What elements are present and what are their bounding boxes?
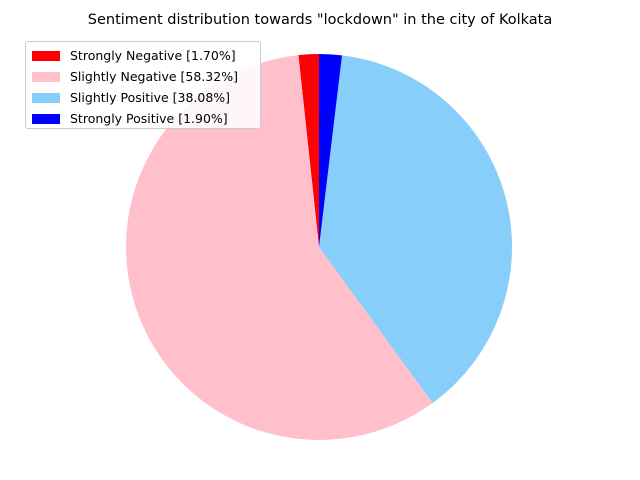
legend-swatch-slightly-positive <box>32 92 60 103</box>
pie-slice-slightly-negative <box>125 55 433 441</box>
legend-label-strongly-positive: Strongly Positive [1.90%] <box>70 111 228 126</box>
legend-label-slightly-negative: Slightly Negative [58.32%] <box>70 69 238 84</box>
pie-slice-strongly-positive <box>319 54 342 247</box>
legend-item-strongly-negative: Strongly Negative [1.70%] <box>32 45 254 66</box>
pie-slice-strongly-negative <box>298 54 319 247</box>
legend-label-strongly-negative: Strongly Negative [1.70%] <box>70 48 236 63</box>
chart-title: Sentiment distribution towards "lockdown… <box>87 12 553 28</box>
legend-item-slightly-negative: Slightly Negative [58.32%] <box>32 66 254 87</box>
legend-swatch-strongly-positive <box>32 113 60 124</box>
legend-swatch-strongly-negative <box>32 50 60 61</box>
legend: Strongly Negative [1.70%] Slightly Negat… <box>25 41 261 129</box>
legend-item-strongly-positive: Strongly Positive [1.90%] <box>32 108 254 129</box>
legend-item-slightly-positive: Slightly Positive [38.08%] <box>32 87 254 108</box>
legend-swatch-slightly-negative <box>32 71 60 82</box>
legend-label-slightly-positive: Slightly Positive [38.08%] <box>70 90 231 105</box>
pie-slice-slightly-positive <box>319 55 512 403</box>
